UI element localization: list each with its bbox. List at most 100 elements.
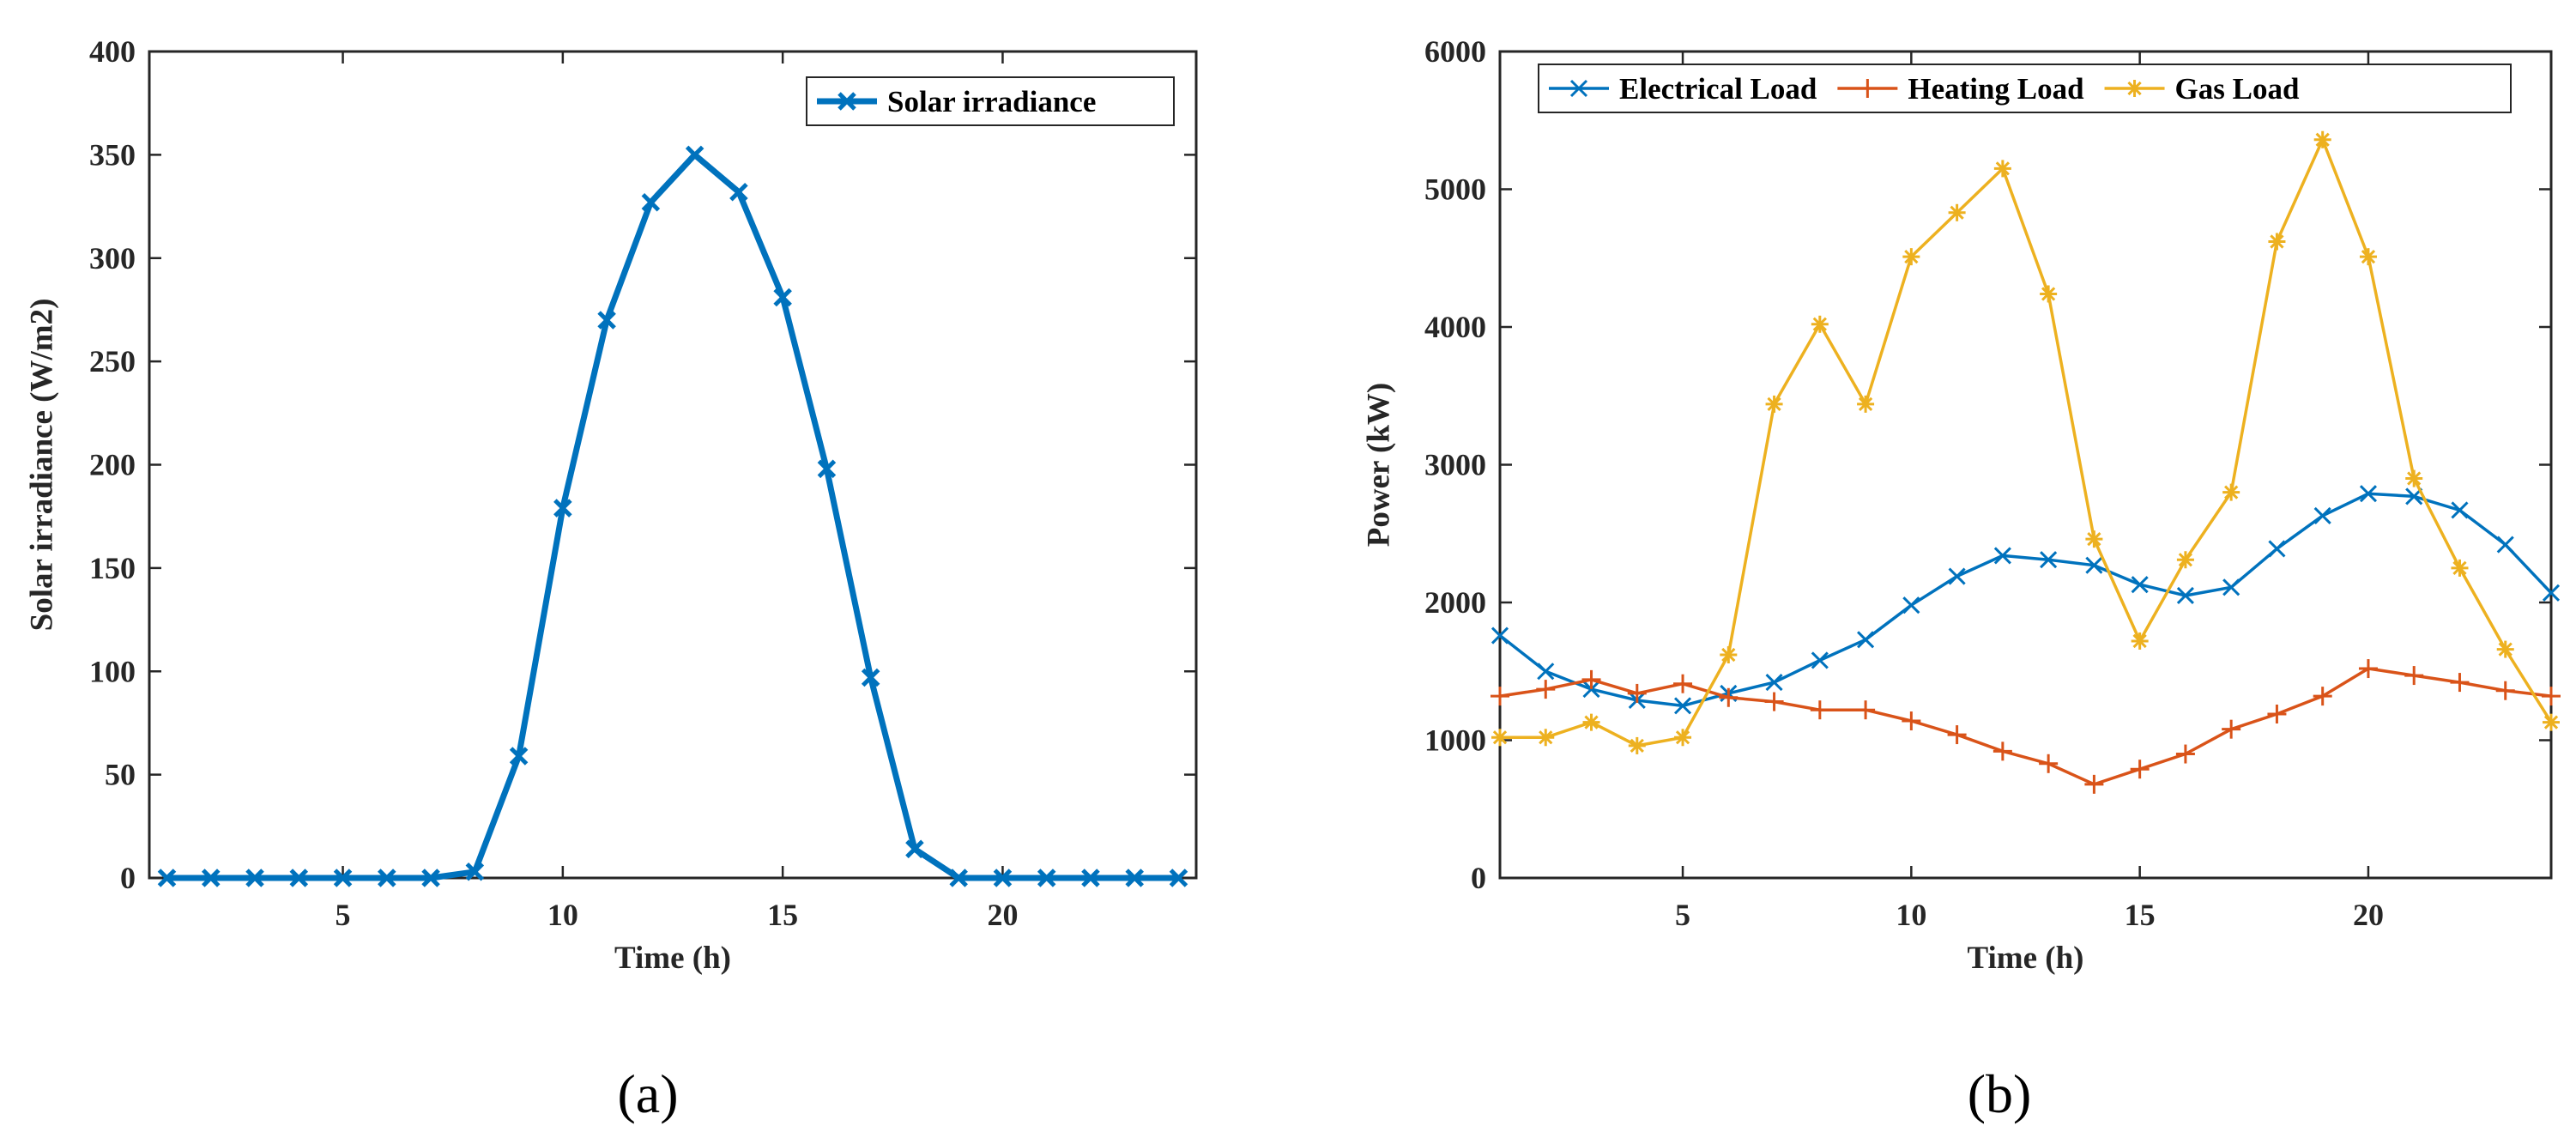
panel-b-y-tick-label: 2000 (1424, 585, 1486, 620)
panel-b-y-axis-label: Power (kW) (1361, 383, 1396, 547)
panel-b-series (1491, 130, 2561, 794)
panel-b-y-tick-label: 5000 (1424, 173, 1486, 207)
data-point-gas-load (2543, 713, 2560, 731)
panel-b-y-tick-label: 3000 (1424, 448, 1486, 482)
data-point-gas-load (1902, 248, 1920, 266)
panel-b-plot-frame (1498, 50, 2553, 880)
panel-b-x-tick-label: 10 (1896, 898, 1926, 932)
panel-a-y-tick-label: 250 (89, 344, 136, 378)
data-point-electrical-load (2313, 506, 2331, 524)
data-point-gas-load (2359, 248, 2377, 266)
data-point-electrical-load (1582, 681, 1600, 699)
data-point-heating-load (2039, 754, 2059, 773)
data-point-electrical-load (1765, 674, 1783, 692)
data-point-electrical-load (2268, 540, 2286, 558)
data-point-solar-irradiance (378, 869, 396, 887)
data-point-electrical-load (1811, 651, 1829, 669)
data-point-solar-irradiance (641, 192, 661, 212)
data-point-gas-load (1948, 203, 1966, 221)
series-gas-load (1491, 130, 2560, 754)
panel-a-x-tick-label: 10 (547, 898, 578, 932)
legend-label-electrical-load: Electrical Load (1619, 72, 1817, 106)
data-point-heating-load (1627, 683, 1647, 703)
legend-item-electrical-load: Electrical Load (1549, 72, 1817, 106)
panel-b-y-tick-label: 6000 (1424, 34, 1486, 69)
panel-a-y-tick-label: 0 (120, 861, 136, 895)
series-heating-load (1491, 659, 2561, 794)
data-point-electrical-load (2040, 551, 2058, 569)
panel-b-x-axis-label: Time (h) (1967, 941, 2083, 976)
data-point-gas-load (2176, 551, 2194, 569)
data-point-heating-load (2495, 681, 2515, 700)
data-point-gas-load (2313, 130, 2331, 148)
panel-a-x-tick-label: 15 (767, 898, 798, 932)
data-point-electrical-load (1857, 631, 1875, 649)
data-point-solar-irradiance (1037, 869, 1056, 887)
data-point-solar-irradiance (553, 499, 572, 518)
data-point-gas-load (2222, 483, 2240, 501)
legend-marker-heating-load (1858, 79, 1878, 98)
data-point-heating-load (1810, 700, 1829, 720)
panel-a-series (157, 145, 1188, 887)
panel-a-x-tick-label: 5 (336, 898, 351, 932)
data-point-heating-load (1491, 687, 1509, 706)
legend-label-solar-irradiance: Solar irradiance (887, 85, 1096, 118)
panel-a-y-tick-label: 350 (89, 137, 136, 172)
panel-a-legend: Solar irradiance (806, 76, 1175, 126)
legend-label-heating-load: Heating Load (1908, 72, 2084, 106)
panel-b-caption: (b) (1968, 1063, 2032, 1124)
series-electrical-load (1491, 485, 2561, 715)
data-point-electrical-load (1948, 567, 1966, 585)
data-point-solar-irradiance (289, 869, 309, 887)
panel-a-y-tick-label: 300 (89, 241, 136, 275)
panel-b-x-tick-label: 5 (1675, 898, 1690, 932)
data-point-gas-load (1537, 729, 1555, 747)
panel-b-y-tick-label: 1000 (1424, 723, 1486, 758)
data-point-heating-load (1992, 741, 2012, 761)
data-point-gas-load (1993, 160, 2011, 178)
panel-b-legend: Electrical Load Heating Load Gas Load (1538, 64, 2512, 113)
data-point-heating-load (1947, 725, 1967, 745)
data-point-solar-irradiance (861, 668, 880, 687)
data-point-solar-irradiance (333, 869, 353, 887)
data-point-electrical-load (1537, 663, 1555, 681)
panel-a-x-axis-label: Time (h) (614, 941, 731, 976)
panel-a-caption: (a) (617, 1063, 678, 1124)
panel-b-load-power-chart: 5 10 15 20 0 1000 2000 3000 4000 5000 6000 Electri… (1361, 34, 2561, 1124)
data-point-electrical-load (1491, 626, 1509, 645)
data-point-heating-load (1673, 674, 1693, 693)
data-point-heating-load (2358, 659, 2378, 679)
data-point-solar-irradiance (245, 869, 264, 887)
data-point-electrical-load (2085, 556, 2103, 574)
data-point-solar-irradiance (685, 145, 704, 165)
data-point-heating-load (1902, 711, 1921, 731)
data-point-solar-irradiance (1125, 869, 1145, 887)
panel-b-y-tick-label: 0 (1471, 861, 1486, 895)
data-point-gas-load (2496, 640, 2514, 658)
data-point-heating-load (2404, 666, 2424, 686)
data-point-gas-load (1674, 729, 1692, 747)
data-point-electrical-load (1902, 596, 1920, 614)
panel-a-y-tick-label: 100 (89, 654, 136, 688)
data-point-heating-load (1856, 700, 1876, 720)
data-point-electrical-load (1993, 547, 2011, 565)
data-point-heating-load (2450, 673, 2470, 693)
series-line-solar-irradiance (166, 151, 1179, 881)
series-line-gas-load (1500, 137, 2553, 748)
data-point-electrical-load (2542, 584, 2561, 602)
data-point-heating-load (2313, 687, 2332, 706)
legend-item-heating-load: Heating Load (1837, 72, 2084, 106)
series-solar-irradiance (157, 145, 1188, 887)
data-point-solar-irradiance (157, 869, 177, 887)
data-point-heating-load (1536, 680, 1556, 699)
legend-marker-electrical-load (1569, 79, 1588, 98)
data-point-electrical-load (2359, 485, 2378, 503)
legend-item-gas-load: Gas Load (2104, 72, 2300, 106)
data-point-heating-load (2175, 744, 2195, 764)
data-point-gas-load (1720, 645, 1738, 663)
panel-b-axis-ticks: 5 10 15 20 0 1000 2000 3000 4000 5000 6000 (1424, 34, 2551, 932)
data-point-solar-irradiance (729, 182, 748, 202)
data-point-heating-load (1719, 687, 1738, 707)
